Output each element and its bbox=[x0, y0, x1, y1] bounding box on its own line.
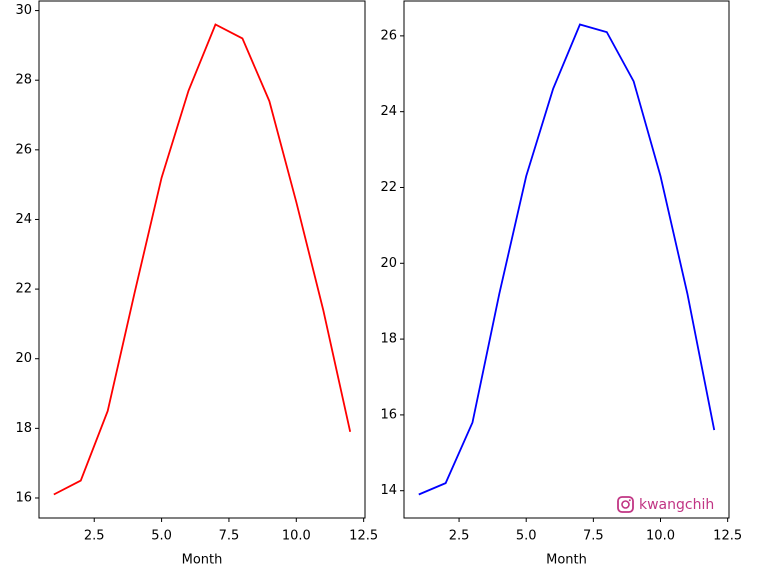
y-tick-label: 26 bbox=[15, 142, 32, 157]
y-tick-label: 22 bbox=[380, 180, 397, 195]
instagram-icon-lens bbox=[621, 500, 630, 509]
y-tick-label: 14 bbox=[380, 483, 397, 498]
x-tick-label: 10.0 bbox=[646, 529, 675, 544]
y-tick-label: 20 bbox=[15, 351, 32, 366]
y-tick-label: 24 bbox=[380, 104, 397, 119]
x-tick-label: 5.0 bbox=[516, 529, 537, 544]
y-tick-label: 26 bbox=[380, 28, 397, 43]
line bbox=[53, 23, 352, 496]
watermark: kwangchih bbox=[617, 496, 714, 513]
x-tick-label: 10.0 bbox=[282, 529, 311, 544]
y-tick-label: 28 bbox=[15, 73, 32, 88]
line bbox=[418, 23, 716, 496]
x-tick-label: 2.5 bbox=[449, 529, 470, 544]
y-tick-label: 18 bbox=[15, 421, 32, 436]
y-tick-label: 22 bbox=[15, 282, 32, 297]
instagram-icon bbox=[617, 496, 634, 513]
y-tick-label: 18 bbox=[380, 332, 397, 347]
y-tick-label: 16 bbox=[380, 407, 397, 422]
x-tick-label: 7.5 bbox=[219, 529, 240, 544]
instagram-icon-dot bbox=[628, 499, 631, 502]
y-tick-label: 30 bbox=[15, 3, 32, 18]
axes-frame bbox=[403, 0, 730, 519]
watermark-text: kwangchih bbox=[639, 497, 714, 513]
x-tick-label: 2.5 bbox=[84, 529, 105, 544]
x-tick-label: 12.5 bbox=[713, 529, 742, 544]
y-tick-label: 16 bbox=[15, 490, 32, 505]
x-axis-label: Month bbox=[182, 553, 223, 568]
y-tick-label: 24 bbox=[15, 212, 32, 227]
x-axis-label: Month bbox=[546, 553, 587, 568]
x-tick-label: 7.5 bbox=[583, 529, 604, 544]
x-tick-label: 12.5 bbox=[349, 529, 378, 544]
x-tick-label: 5.0 bbox=[151, 529, 172, 544]
y-tick-label: 20 bbox=[380, 256, 397, 271]
axes-frame bbox=[38, 0, 366, 519]
